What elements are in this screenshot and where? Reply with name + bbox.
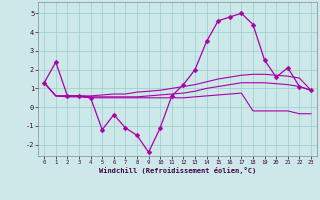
X-axis label: Windchill (Refroidissement éolien,°C): Windchill (Refroidissement éolien,°C) — [99, 167, 256, 174]
